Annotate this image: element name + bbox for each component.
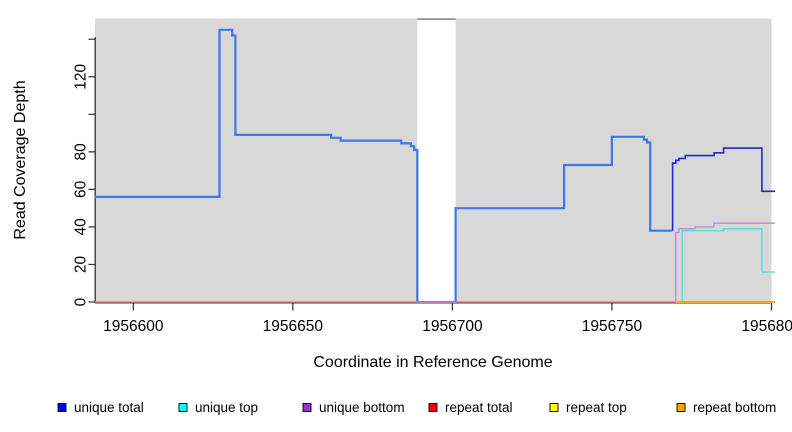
repeat-top-swatch-icon xyxy=(549,403,559,412)
y-tick-label: 120 xyxy=(73,63,90,89)
series-lines xyxy=(95,28,775,304)
series-coverage-main-light-blue xyxy=(95,28,673,304)
series-unique-top xyxy=(681,228,775,302)
legend-item-repeat-total: repeat total xyxy=(428,400,513,415)
x-axis-title: Coordinate in Reference Genome xyxy=(313,354,552,371)
legend-label: repeat bottom xyxy=(693,400,776,415)
legend: unique total unique top unique bottom repea… xyxy=(57,400,776,415)
legend-label: unique total xyxy=(74,400,144,415)
y-axis-title: Read Coverage Depth xyxy=(12,80,29,239)
repeat-total-swatch-icon xyxy=(428,403,438,412)
x-tick-label: 1956750 xyxy=(582,318,643,335)
y-tick-label: 80 xyxy=(73,143,90,161)
legend-label: repeat top xyxy=(566,400,627,415)
legend-item-repeat-bottom: repeat bottom xyxy=(676,400,776,415)
legend-item-repeat-top: repeat top xyxy=(549,400,627,415)
x-tick-label: 1956600 xyxy=(103,318,164,335)
unique-total-swatch-icon xyxy=(57,403,67,412)
legend-item-unique-top: unique top xyxy=(178,400,258,415)
legend-label: unique top xyxy=(195,400,258,415)
series-unique-total xyxy=(671,147,775,231)
y-tick-label: 0 xyxy=(73,297,90,306)
x-tick-label: 1956800 xyxy=(741,318,792,335)
plot-background xyxy=(95,18,772,303)
x-tick-label: 1956650 xyxy=(263,318,324,335)
y-tick-label: 60 xyxy=(73,180,90,198)
repeat-bottom-swatch-icon xyxy=(676,403,686,412)
unique-top-swatch-icon xyxy=(178,403,188,412)
y-tick-label: 40 xyxy=(73,218,90,236)
legend-label: unique bottom xyxy=(319,400,405,415)
legend-item-unique-total: unique total xyxy=(57,400,144,415)
unique-bottom-swatch-icon xyxy=(302,403,312,412)
x-tick-label: 1956700 xyxy=(422,318,483,335)
legend-item-unique-bottom: unique bottom xyxy=(302,400,405,415)
legend-label: repeat total xyxy=(445,400,513,415)
masked-region xyxy=(417,18,456,303)
y-tick-label: 20 xyxy=(73,255,90,273)
series-unique-bottom xyxy=(675,222,775,302)
